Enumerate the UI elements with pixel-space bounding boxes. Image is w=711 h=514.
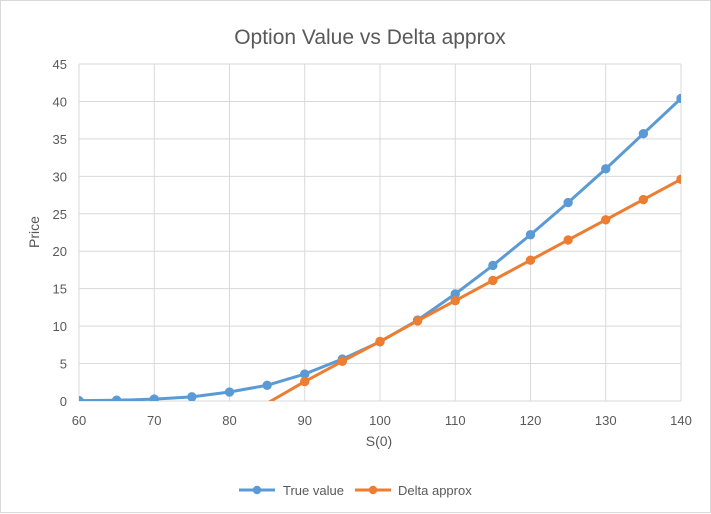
data-point — [450, 295, 460, 306]
data-point — [525, 255, 536, 265]
x-tick-label: 60 — [72, 413, 86, 428]
data-point — [111, 395, 122, 401]
data-point — [638, 128, 649, 139]
data-point — [79, 395, 84, 401]
legend-label: Delta approx — [398, 483, 472, 498]
y-tick-label: 25 — [53, 207, 67, 222]
data-point — [676, 93, 681, 104]
y-axis-label: Price — [26, 216, 42, 248]
data-point — [412, 316, 423, 326]
y-tick-label: 20 — [53, 244, 67, 259]
legend-label: True value — [283, 483, 344, 498]
data-point — [488, 260, 498, 271]
y-tick-label: 10 — [53, 319, 67, 334]
grid-layer — [78, 63, 682, 402]
y-tick-label: 40 — [53, 94, 67, 109]
series-2 — [268, 174, 681, 401]
data-point — [149, 394, 159, 401]
y-tick-label: 30 — [53, 169, 67, 184]
legend: True value Delta approx — [239, 483, 472, 498]
data-point — [676, 174, 681, 185]
x-tick-label: 140 — [670, 413, 692, 428]
y-tick-label: 0 — [60, 394, 67, 409]
data-point — [187, 392, 197, 401]
data-point — [262, 380, 272, 390]
x-axis-label: S(0) — [366, 433, 392, 449]
y-tick-label: 15 — [53, 282, 67, 297]
legend-swatch-marker — [252, 485, 262, 495]
data-point — [563, 235, 573, 245]
data-point — [300, 376, 310, 387]
x-tick-label: 80 — [222, 413, 236, 428]
tick-layer: 60 70 80 90 100 110 120 130 140 0 5 10 15 20 25 30 35 40 4… — [53, 57, 692, 428]
data-point — [638, 194, 649, 205]
x-tick-label: 110 — [445, 413, 466, 428]
data-point — [375, 336, 385, 347]
x-tick-label: 90 — [298, 413, 312, 428]
data-point — [601, 215, 611, 225]
x-tick-label: 100 — [369, 413, 391, 428]
series-line — [268, 177, 681, 401]
data-point — [601, 164, 611, 174]
data-point — [488, 275, 498, 286]
y-tick-label: 5 — [60, 357, 67, 372]
data-point — [337, 356, 348, 367]
data-point — [563, 197, 573, 208]
series-layer — [79, 93, 681, 401]
chart-title: Option Value vs Delta approx — [234, 26, 506, 49]
data-point — [525, 230, 536, 240]
x-tick-label: 120 — [520, 413, 542, 428]
y-tick-label: 45 — [53, 57, 67, 72]
x-tick-label: 130 — [595, 413, 617, 428]
x-tick-label: 70 — [147, 413, 161, 428]
y-tick-label: 35 — [53, 132, 67, 147]
legend-swatch-marker — [368, 485, 378, 495]
data-point — [224, 387, 235, 397]
